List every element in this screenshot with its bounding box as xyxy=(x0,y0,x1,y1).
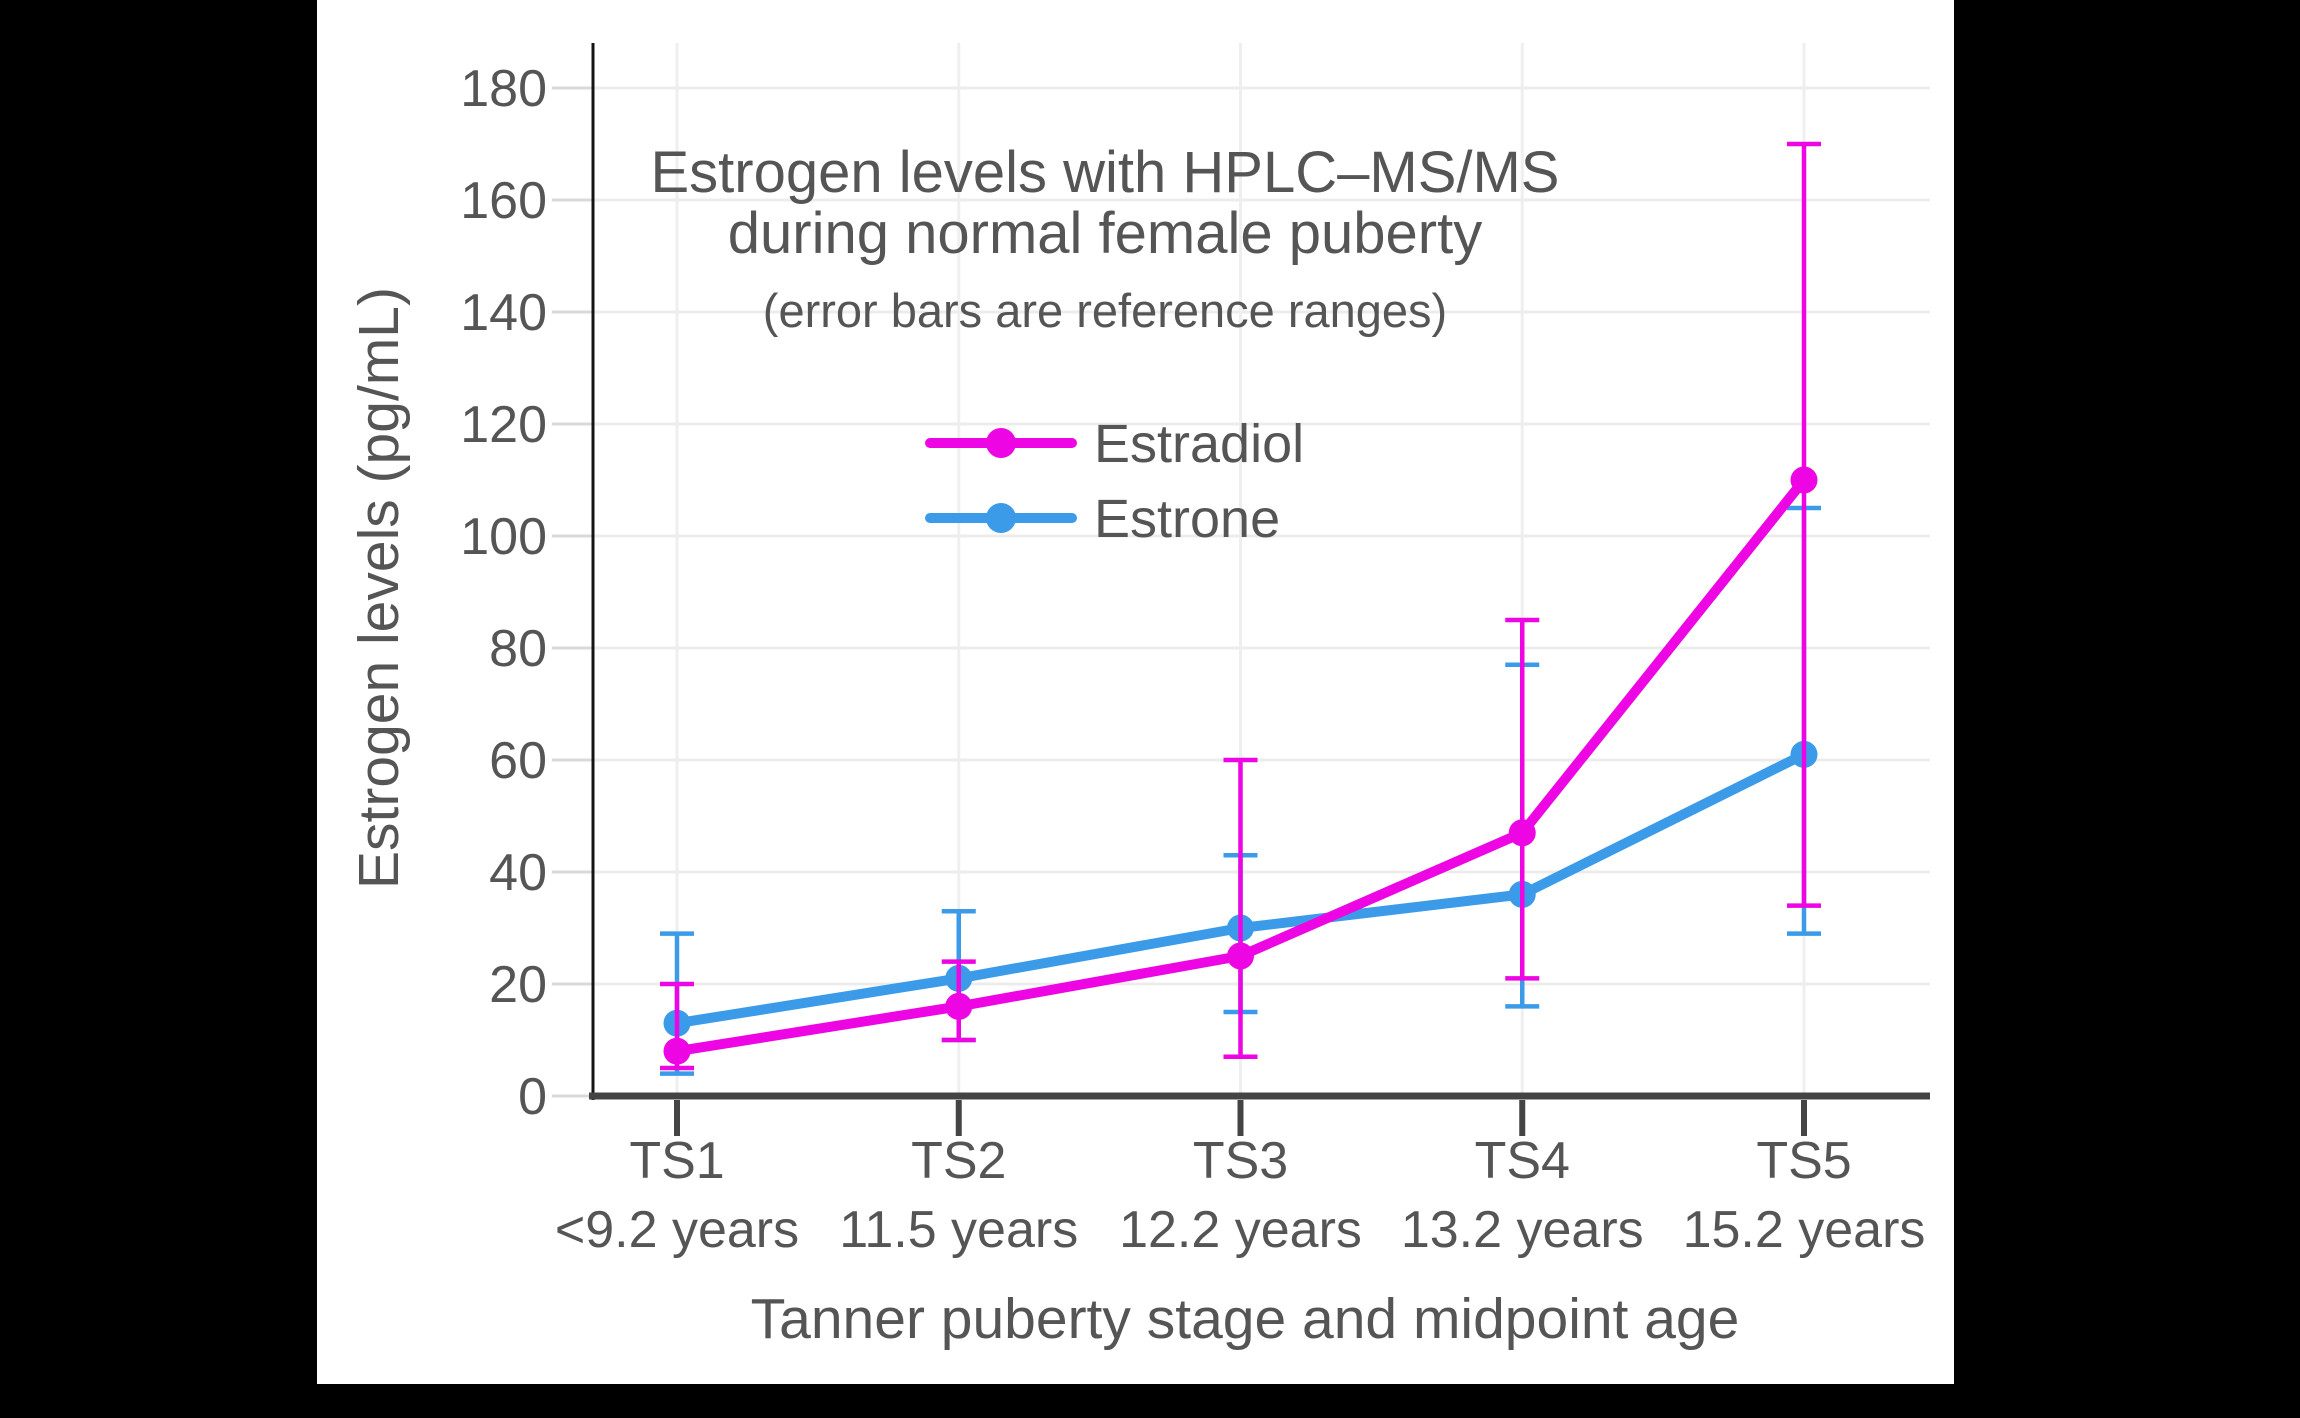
legend-item-estradiol: Estradiol xyxy=(925,414,1304,474)
y-tick-label: 40 xyxy=(489,844,547,902)
legend-item-estrone: Estrone xyxy=(925,489,1280,549)
legend-swatch-marker-estradiol xyxy=(986,428,1016,458)
y-tick-label: 180 xyxy=(460,60,547,118)
x-category-sublabel: 11.5 years xyxy=(839,1201,1078,1259)
chart-subtitle: (error bars are reference ranges) xyxy=(763,284,1447,337)
chart-panel-background xyxy=(317,0,1954,1384)
data-point-marker-estradiol xyxy=(945,992,973,1020)
y-tick-label: 140 xyxy=(460,284,547,342)
x-category-sublabel: <9.2 years xyxy=(555,1201,799,1259)
error-bar-estradiol xyxy=(1505,617,1540,981)
legend-swatch-marker-estrone xyxy=(986,503,1016,533)
data-point-marker-estradiol xyxy=(1508,819,1536,847)
legend-label-estradiol: Estradiol xyxy=(1094,414,1304,474)
axis-ticks-layer xyxy=(552,86,1807,1136)
error-bar-estradiol xyxy=(1223,757,1258,1060)
y-tick-label: 20 xyxy=(489,956,547,1014)
y-tick-label: 0 xyxy=(518,1068,547,1126)
chart-title-line1: Estrogen levels with HPLC–MS/MS xyxy=(651,140,1560,205)
x-category-label: TS2 xyxy=(911,1132,1006,1190)
x-category-label: TS3 xyxy=(1193,1132,1288,1190)
series-estradiol xyxy=(660,141,1821,1071)
axis-spines-layer xyxy=(589,43,1930,1100)
chart-title-line2: during normal female puberty xyxy=(728,201,1482,266)
y-axis-title: Estrogen levels (pg/mL) xyxy=(347,287,411,889)
x-category-sublabel: 15.2 years xyxy=(1683,1201,1926,1259)
error-bar-estradiol xyxy=(1787,141,1821,908)
data-point-marker-estradiol xyxy=(1790,466,1818,494)
y-tick-label: 100 xyxy=(460,508,547,566)
x-category-label: TS1 xyxy=(629,1132,724,1190)
x-category-label: TS4 xyxy=(1475,1132,1570,1190)
y-tick-label: 160 xyxy=(460,172,547,230)
legend-label-estrone: Estrone xyxy=(1094,489,1280,549)
legend: Estradiol Estrone xyxy=(925,414,1304,549)
tick-labels-layer: 0 20 40 60 80 100 120 140 160 180 TS1 <9.2 years TS2… xyxy=(460,60,1925,1259)
x-axis-title: Tanner puberty stage and midpoint age xyxy=(751,1287,1740,1351)
y-tick-label: 80 xyxy=(489,620,547,678)
data-point-marker-estradiol xyxy=(663,1037,691,1065)
x-category-sublabel: 13.2 years xyxy=(1401,1201,1644,1259)
y-tick-label: 60 xyxy=(489,732,547,790)
data-point-marker-estradiol xyxy=(1227,942,1254,970)
series-layer xyxy=(660,141,1821,1076)
x-category-sublabel: 12.2 years xyxy=(1119,1201,1362,1259)
y-tick-label: 120 xyxy=(460,396,547,454)
x-category-label: TS5 xyxy=(1756,1132,1851,1190)
